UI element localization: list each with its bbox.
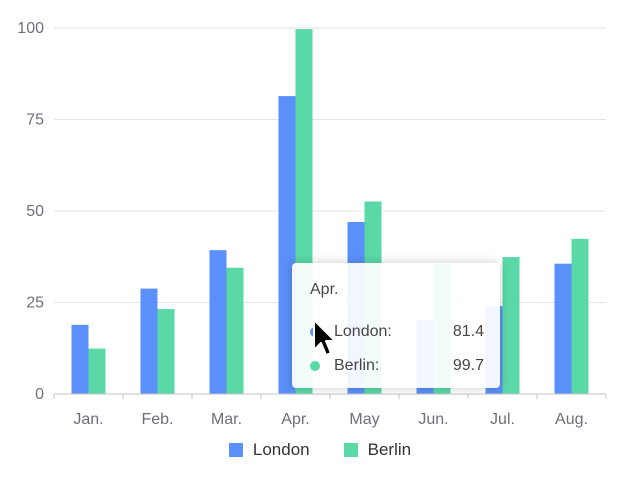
bar-berlin-feb[interactable] bbox=[157, 309, 175, 394]
x-tick-label: Jul. bbox=[490, 411, 515, 428]
x-tick-label: Aug. bbox=[555, 411, 588, 428]
tooltip-name-berlin: Berlin: bbox=[334, 357, 380, 374]
legend-swatch-berlin bbox=[343, 443, 358, 457]
y-tick-label: 100 bbox=[17, 20, 44, 37]
x-tick-label: Jun. bbox=[418, 411, 448, 428]
tooltip-row-berlin: Berlin: 99.7 bbox=[310, 349, 484, 383]
tooltip-value-london: 81.4 bbox=[452, 323, 484, 340]
tooltip-name-london: London: bbox=[334, 323, 392, 340]
x-tick-label: Feb. bbox=[141, 411, 173, 428]
bar-london-feb[interactable] bbox=[140, 288, 158, 394]
x-tick-label: Mar. bbox=[211, 411, 242, 428]
tooltip-dot-berlin bbox=[310, 361, 320, 371]
legend-swatch-london bbox=[228, 443, 243, 457]
legend-item-berlin[interactable]: Berlin bbox=[343, 440, 412, 460]
y-tick-label: 50 bbox=[26, 203, 44, 220]
y-tick-label: 0 bbox=[35, 386, 44, 403]
bar-berlin-mar[interactable] bbox=[226, 267, 244, 394]
bar-london-apr[interactable] bbox=[278, 96, 296, 395]
arrow-cursor-icon bbox=[313, 319, 336, 356]
bar-london-aug[interactable] bbox=[554, 263, 572, 394]
x-axis: Jan. Feb. Mar. Apr. May Jun. Jul. Aug. bbox=[53, 393, 607, 428]
chart-tooltip: Apr. London: 81.4 Berlin: 99.7 bbox=[292, 263, 500, 388]
bar-london-jan[interactable] bbox=[71, 324, 89, 394]
legend-label-berlin: Berlin bbox=[367, 440, 412, 459]
legend-label-london: London bbox=[252, 440, 310, 459]
y-tick-label: 25 bbox=[26, 295, 44, 312]
bar-london-mar[interactable] bbox=[209, 250, 227, 394]
bar-berlin-jan[interactable] bbox=[88, 348, 106, 394]
tooltip-title: Apr. bbox=[310, 281, 339, 298]
y-axis-ticks: 0 25 50 75 100 bbox=[17, 20, 44, 403]
x-tick-label: Jan. bbox=[73, 411, 103, 428]
bar-berlin-jul[interactable] bbox=[502, 257, 520, 394]
x-tick-label: Apr. bbox=[281, 411, 309, 428]
legend-item-london[interactable]: London bbox=[228, 440, 310, 460]
y-tick-label: 75 bbox=[26, 112, 44, 129]
x-tick-label: May bbox=[349, 411, 379, 428]
legend: London Berlin bbox=[0, 440, 640, 460]
bar-berlin-aug[interactable] bbox=[571, 238, 589, 394]
tooltip-value-berlin: 99.7 bbox=[452, 357, 484, 374]
grid-lines bbox=[54, 27, 606, 303]
